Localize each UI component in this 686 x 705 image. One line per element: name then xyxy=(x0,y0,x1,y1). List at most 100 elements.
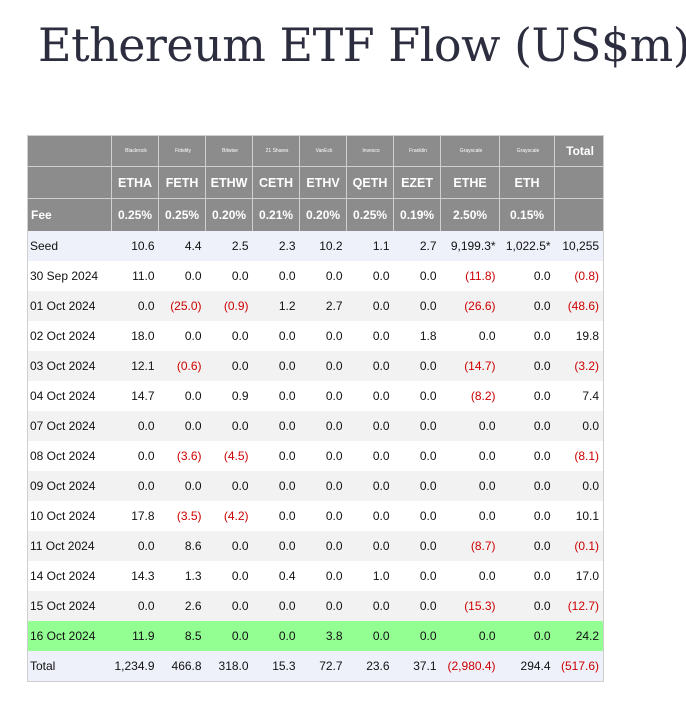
flow-cell: 0.0 xyxy=(393,621,441,651)
flow-cell: 2.3 xyxy=(252,231,300,261)
flow-cell: 0.0 xyxy=(393,441,441,471)
flow-cell: 0.0 xyxy=(499,531,555,561)
ticker-corner xyxy=(27,166,112,199)
flow-cell: (0.6) xyxy=(158,351,206,381)
row-total-cell: (0.8) xyxy=(554,261,604,291)
row-label: 07 Oct 2024 xyxy=(27,411,112,441)
flow-cell: 0.0 xyxy=(252,471,300,501)
flow-cell: 0.0 xyxy=(111,411,159,441)
row-total-cell: (48.6) xyxy=(554,291,604,321)
flow-cell: 0.0 xyxy=(346,291,394,321)
fee-value: 0.20% xyxy=(299,198,347,231)
flow-cell: 9,199.3* xyxy=(440,231,500,261)
flow-cell: 0.0 xyxy=(111,591,159,621)
table-row: 14 Oct 2024 14.3 1.3 0.0 0.4 0.0 1.0 0.0 0.0 0.0 1… xyxy=(27,561,604,591)
header-corner xyxy=(27,135,112,167)
flow-cell: (0.9) xyxy=(205,291,253,321)
fee-value: 0.15% xyxy=(499,198,555,231)
flow-cell: 0.0 xyxy=(440,621,500,651)
flow-cell: 18.0 xyxy=(111,321,159,351)
flow-cell: 0.0 xyxy=(499,381,555,411)
flow-cell: 72.7 xyxy=(299,651,347,682)
flow-cell: 0.0 xyxy=(346,591,394,621)
row-total-cell: 24.2 xyxy=(554,621,604,651)
fee-value: 0.21% xyxy=(252,198,300,231)
issuer-name: Grayscale xyxy=(440,135,500,167)
flow-cell: 0.0 xyxy=(346,261,394,291)
flow-cell: (14.7) xyxy=(440,351,500,381)
row-label: 11 Oct 2024 xyxy=(27,531,112,561)
flow-cell: 1,234.9 xyxy=(111,651,159,682)
issuer-name: Blackrock xyxy=(110,135,159,167)
flow-cell: 0.0 xyxy=(299,411,347,441)
row-label: 01 Oct 2024 xyxy=(27,291,112,321)
flow-cell: 0.0 xyxy=(111,471,159,501)
flow-cell: 0.0 xyxy=(252,261,300,291)
flow-cell: 0.0 xyxy=(205,261,253,291)
flow-cell: 0.0 xyxy=(440,501,500,531)
flow-cell: 0.0 xyxy=(346,441,394,471)
flow-cell: (4.5) xyxy=(205,441,253,471)
flow-cell: 15.3 xyxy=(252,651,300,682)
flow-cell: (8.7) xyxy=(440,531,500,561)
row-total-cell: 7.4 xyxy=(554,381,604,411)
flow-cell: 0.0 xyxy=(440,411,500,441)
flow-cell: 0.0 xyxy=(346,471,394,501)
flow-cell: 0.9 xyxy=(205,381,253,411)
flow-cell: 0.0 xyxy=(252,531,300,561)
fee-value: 0.19% xyxy=(393,198,441,231)
row-total-cell: 19.8 xyxy=(554,321,604,351)
issuer-name: Bitwise xyxy=(205,135,253,167)
fee-label: Fee xyxy=(27,198,112,231)
flow-cell: 0.0 xyxy=(393,261,441,291)
flow-cell: 0.0 xyxy=(393,471,441,501)
row-total-cell: (517.6) xyxy=(554,651,604,682)
flow-cell: 294.4 xyxy=(499,651,555,682)
flow-cell: 0.0 xyxy=(205,411,253,441)
flow-cell: 0.0 xyxy=(499,561,555,591)
flow-cell: 10.6 xyxy=(111,231,159,261)
flow-cell: 0.0 xyxy=(499,501,555,531)
flow-cell: 0.0 xyxy=(346,381,394,411)
flow-cell: 0.0 xyxy=(252,381,300,411)
table-row: 11 Oct 2024 0.0 8.6 0.0 0.0 0.0 0.0 0.0 (8.7) 0.0… xyxy=(27,531,604,561)
flow-cell: 0.0 xyxy=(158,471,206,501)
table-row: 02 Oct 2024 18.0 0.0 0.0 0.0 0.0 0.0 1.8 0.0 0.0 1… xyxy=(27,321,604,351)
ticker-symbol: ETHA xyxy=(110,166,159,199)
row-total-cell: 0.0 xyxy=(554,471,604,501)
flow-cell: 0.0 xyxy=(111,531,159,561)
flow-cell: 0.0 xyxy=(252,441,300,471)
row-total-cell: (12.7) xyxy=(554,591,604,621)
flow-cell: 0.0 xyxy=(440,471,500,501)
flow-cell: 23.6 xyxy=(346,651,394,682)
flow-cell: 0.0 xyxy=(158,381,206,411)
fee-value: 0.20% xyxy=(205,198,253,231)
table-row: 30 Sep 2024 11.0 0.0 0.0 0.0 0.0 0.0 0.0 (11.8) 0… xyxy=(27,261,604,291)
flow-cell: 0.0 xyxy=(346,351,394,381)
flow-cell: 0.0 xyxy=(299,501,347,531)
row-label: 15 Oct 2024 xyxy=(27,591,112,621)
row-label: 10 Oct 2024 xyxy=(27,501,112,531)
flow-cell: 0.0 xyxy=(393,381,441,411)
flow-cell: 0.0 xyxy=(499,321,555,351)
flow-cell: 1,022.5* xyxy=(499,231,555,261)
table-row: 15 Oct 2024 0.0 2.6 0.0 0.0 0.0 0.0 0.0 (15.3) 0.… xyxy=(27,591,604,621)
flow-cell: 0.0 xyxy=(440,561,500,591)
flow-cell: 12.1 xyxy=(111,351,159,381)
flow-cell: 0.0 xyxy=(205,621,253,651)
flow-cell: 0.0 xyxy=(299,321,347,351)
total-header: Total xyxy=(554,135,604,167)
etf-flow-table: Blackrock Fidelity Bitwise 21 Shares VanEck I… xyxy=(27,135,605,682)
flow-cell: 0.0 xyxy=(346,531,394,561)
flow-cell: 0.0 xyxy=(158,411,206,441)
flow-cell: 11.0 xyxy=(111,261,159,291)
ticker-symbol: QETH xyxy=(346,166,394,199)
row-label: 14 Oct 2024 xyxy=(27,561,112,591)
flow-cell: (8.2) xyxy=(440,381,500,411)
flow-cell: 0.0 xyxy=(299,261,347,291)
table-row: Seed 10.6 4.4 2.5 2.3 10.2 1.1 2.7 9,199.3* 1,022… xyxy=(27,231,604,261)
row-label: 16 Oct 2024 xyxy=(27,621,112,651)
row-total-cell: 0.0 xyxy=(554,411,604,441)
flow-cell: 2.6 xyxy=(158,591,206,621)
flow-cell: 0.0 xyxy=(393,501,441,531)
